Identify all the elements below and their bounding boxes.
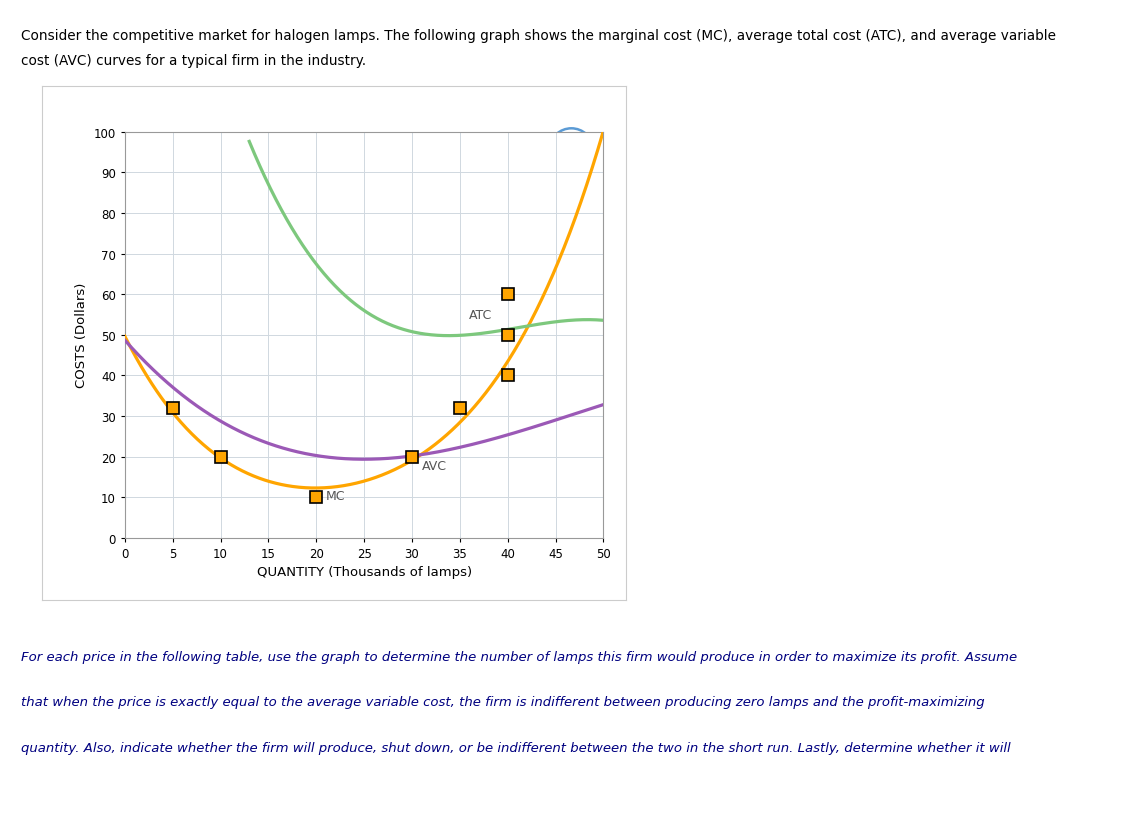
X-axis label: QUANTITY (Thousands of lamps): QUANTITY (Thousands of lamps) (256, 566, 472, 579)
Text: cost (AVC) curves for a typical firm in the industry.: cost (AVC) curves for a typical firm in … (21, 54, 365, 68)
Text: AVC: AVC (421, 460, 447, 472)
Text: Consider the competitive market for halogen lamps. The following graph shows the: Consider the competitive market for halo… (21, 29, 1056, 43)
Text: that when the price is exactly equal to the average variable cost, the firm is i: that when the price is exactly equal to … (21, 696, 985, 709)
Y-axis label: COSTS (Dollars): COSTS (Dollars) (74, 282, 88, 388)
Text: For each price in the following table, use the graph to determine the number of : For each price in the following table, u… (21, 650, 1017, 663)
Text: ATC: ATC (469, 309, 492, 322)
Text: MC: MC (326, 489, 346, 503)
Text: ?: ? (568, 142, 575, 156)
Text: quantity. Also, indicate whether the firm will produce, shut down, or be indiffe: quantity. Also, indicate whether the fir… (21, 741, 1010, 754)
